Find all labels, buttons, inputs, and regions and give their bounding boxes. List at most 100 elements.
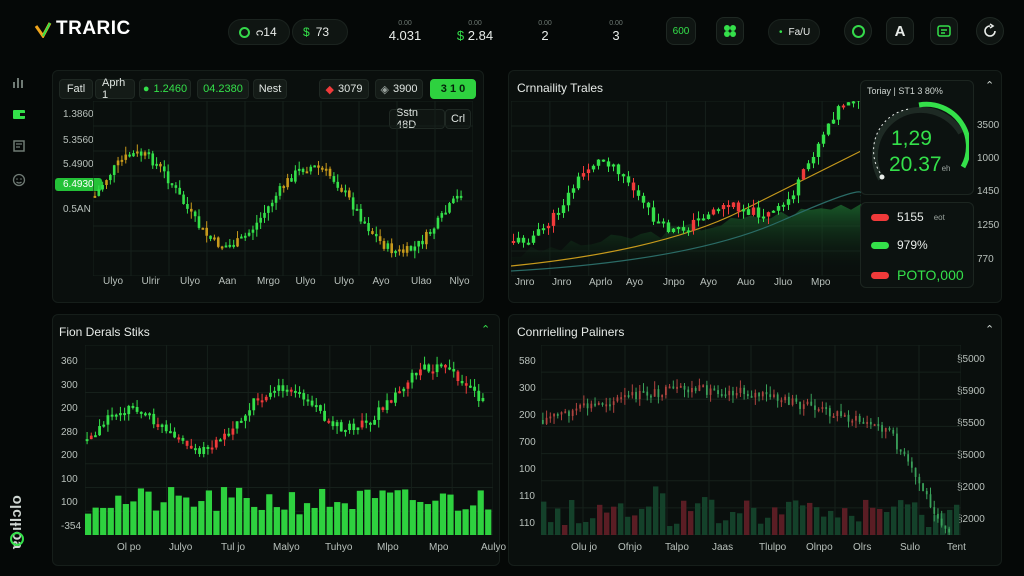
trend-y-tick-1: 1000 bbox=[977, 153, 1000, 164]
candle bbox=[302, 393, 306, 400]
trend-candlestick-chart[interactable] bbox=[511, 101, 861, 276]
subtool-btn-1[interactable]: Crl bbox=[445, 109, 471, 129]
candle bbox=[511, 241, 516, 243]
collapse-chevron-icon[interactable]: ⌃ bbox=[481, 324, 491, 336]
toolbar-btn-1[interactable]: Aprh 1 bbox=[95, 77, 135, 101]
candle bbox=[425, 231, 428, 245]
candle bbox=[224, 245, 228, 248]
candle bbox=[892, 429, 895, 434]
candle bbox=[359, 208, 363, 222]
candle bbox=[609, 404, 611, 407]
candle bbox=[160, 424, 164, 427]
font-button[interactable]: A bbox=[886, 17, 914, 45]
legend-row-2[interactable]: POTO,000 bbox=[871, 267, 964, 283]
bl-x-tick-2: Tul jo bbox=[221, 542, 246, 553]
badge-600-button[interactable]: 600 bbox=[666, 17, 696, 45]
candle bbox=[270, 202, 274, 207]
candle bbox=[156, 424, 160, 427]
bottom-left-chart[interactable] bbox=[85, 345, 493, 535]
collapse-chevron-icon[interactable]: ⌃ bbox=[985, 324, 995, 336]
bl-x-tick-0: Ol po bbox=[117, 542, 141, 553]
candle bbox=[285, 389, 289, 392]
candle bbox=[940, 518, 943, 526]
volume-bar bbox=[266, 494, 273, 535]
smile-icon[interactable] bbox=[11, 172, 27, 188]
volume-bar bbox=[919, 514, 925, 535]
candle bbox=[686, 230, 691, 233]
volume-bar bbox=[417, 501, 424, 535]
candle bbox=[436, 217, 440, 229]
candle bbox=[244, 415, 247, 421]
candle bbox=[706, 214, 711, 220]
candle bbox=[701, 218, 706, 221]
y-tick-2: 5.4900 bbox=[63, 159, 94, 170]
stat-pill-1[interactable]: ᴒ14 bbox=[228, 19, 290, 45]
candle bbox=[553, 413, 555, 417]
stat-box-2[interactable]: 0.00 $ 2.84 bbox=[450, 14, 500, 48]
candle bbox=[394, 392, 397, 403]
bottom-left-panel: Fion Derals Stiks ⌃ 360 300 200 280 200 100 10… bbox=[52, 314, 506, 566]
refresh-button[interactable] bbox=[976, 17, 1004, 45]
volume-bar bbox=[842, 508, 848, 535]
stat-pill-2[interactable]: $ 73 bbox=[292, 19, 348, 45]
app-name: TRARIC bbox=[56, 18, 131, 39]
stat-box-4[interactable]: 0.00 3 bbox=[596, 14, 636, 48]
toolbar-btn-5[interactable]: ◆ 3079 bbox=[319, 79, 369, 99]
main-x-tick-4: Mrgo bbox=[257, 276, 280, 287]
toolbar-btn-6[interactable]: ◈ 3900 bbox=[375, 79, 423, 99]
volume-bar bbox=[674, 523, 680, 535]
volume-bar bbox=[793, 500, 799, 535]
stat-box-1[interactable]: 0.00 4.031 bbox=[380, 14, 430, 48]
toolbar-btn-3[interactable]: 04.2380 bbox=[197, 79, 249, 99]
status-ring-button[interactable] bbox=[844, 17, 872, 45]
candle bbox=[656, 221, 661, 224]
gauge-head: Toriay | ST1 3 80% bbox=[867, 86, 943, 96]
app-logo[interactable]: TRARIC bbox=[34, 18, 131, 40]
volume-bar bbox=[758, 523, 764, 535]
candle bbox=[89, 435, 93, 440]
collapse-chevron-icon[interactable]: ⌃ bbox=[985, 80, 995, 92]
toolbar-btn-2[interactable]: ● 1.2460 bbox=[139, 79, 191, 99]
main-candlestick-chart[interactable] bbox=[93, 101, 473, 276]
main-x-tick-9: Nlyo bbox=[449, 276, 470, 287]
legend-row-0[interactable]: 5155 eot bbox=[871, 210, 945, 224]
candle bbox=[816, 143, 821, 157]
toolbar-btn-4[interactable]: Nest bbox=[253, 79, 287, 99]
candle bbox=[651, 207, 656, 222]
br-y-tick-left-0: 580 bbox=[519, 356, 536, 367]
fav-pill[interactable]: • Fa/U bbox=[768, 19, 820, 45]
candle bbox=[526, 242, 531, 245]
document-icon[interactable] bbox=[11, 138, 27, 154]
candle bbox=[398, 249, 401, 252]
candle bbox=[802, 404, 805, 409]
candle bbox=[324, 168, 328, 171]
stat-box-3[interactable]: 0.00 2 bbox=[525, 14, 565, 48]
main-x-tick-7: Ayo bbox=[372, 276, 390, 287]
stat-box-1-label: 0.00 bbox=[398, 20, 412, 27]
candle bbox=[151, 153, 155, 166]
subtool-btn-0[interactable]: Sstn 48D bbox=[389, 107, 445, 131]
candle bbox=[933, 507, 936, 514]
bar-chart-icon[interactable] bbox=[11, 74, 27, 90]
candle bbox=[545, 417, 548, 424]
toolbar-btn-2-label: 1.2460 bbox=[153, 83, 188, 95]
volume-bar bbox=[569, 500, 575, 535]
candle bbox=[858, 415, 861, 422]
legend-row-1[interactable]: 979% bbox=[871, 238, 928, 252]
wallet-button[interactable] bbox=[930, 17, 958, 45]
settings-ring-icon[interactable] bbox=[10, 532, 24, 546]
bottom-right-chart[interactable] bbox=[541, 345, 961, 535]
volume-bar bbox=[611, 506, 617, 535]
volume-bar bbox=[85, 513, 92, 535]
toolbar-btn-0[interactable]: Fatl bbox=[59, 79, 93, 99]
candle bbox=[402, 388, 406, 392]
main-x-tick-2: Ulyo bbox=[180, 276, 201, 287]
gauge-card[interactable]: Toriay | ST1 3 80% 1,29 20.37eh bbox=[860, 80, 974, 195]
volume-bar bbox=[849, 515, 855, 535]
toolbar-btn-7[interactable]: 3 1 0 bbox=[430, 79, 476, 99]
candle bbox=[566, 192, 571, 206]
volume-bar bbox=[152, 510, 160, 535]
clover-icon[interactable] bbox=[716, 17, 744, 45]
wallet-icon[interactable] bbox=[11, 106, 27, 122]
candle bbox=[676, 386, 678, 389]
